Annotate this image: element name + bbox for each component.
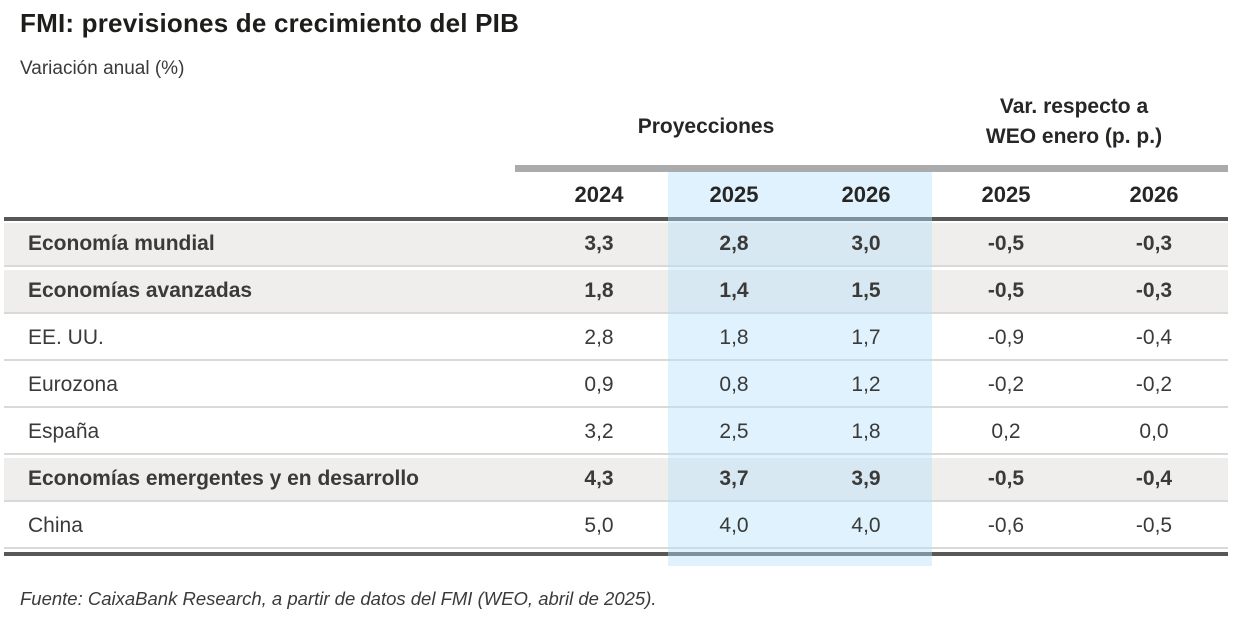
table-cell-col0: 4,3 [584,467,614,490]
table-cell-col1: 1,8 [719,326,749,349]
table-row: Eurozona 0,9 0,8 1,2 -0,2 -0,2 [4,364,1228,408]
table-row: China 5,0 4,0 4,0 -0,6 -0,5 [4,505,1228,549]
table-cell-col1: 1,4 [719,279,749,302]
table-cell-col0: 0,9 [584,373,614,396]
table-cell-col0: 1,8 [584,279,614,302]
year-header-1: 2025 [709,181,759,207]
table-row: España 3,2 2,5 1,8 0,2 0,0 [4,411,1228,455]
table-body: Economía mundial 3,3 2,8 3,0 -0,5 -0,3 Economí… [4,223,1228,549]
table-cell-col3: -0,6 [987,514,1025,537]
table-cell-col2: 1,8 [851,420,881,443]
page-subtitle: Variación anual (%) [20,58,185,79]
year-header-3: 2025 [981,181,1031,207]
table-cell-col1: 4,0 [719,514,749,537]
table-cell-col0: 3,2 [584,420,614,443]
row-label: España [28,420,100,443]
row-label: China [28,514,83,537]
table-cell-col3: -0,2 [987,373,1025,396]
table-row: EE. UU. 2,8 1,8 1,7 -0,9 -0,4 [4,317,1228,361]
column-group-var-weo: Var. respecto a WEO enero (p. p.) [986,92,1162,152]
table-cell-col1: 0,8 [719,373,749,396]
table-cell-col4: -0,2 [1135,373,1173,396]
source-note: Fuente: CaixaBank Research, a partir de … [20,588,657,609]
year-header-0: 2024 [574,181,624,207]
row-label: Eurozona [28,373,118,396]
table-row: Economías avanzadas 1,8 1,4 1,5 -0,5 -0,3 [4,270,1228,314]
table-cell-col3: -0,5 [987,467,1025,490]
header-gray-bar [515,165,1228,172]
table-cell-col2: 3,9 [851,467,881,490]
year-header-2: 2026 [841,181,891,207]
table-cell-col0: 3,3 [584,232,614,255]
table-row: Economías emergentes y en desarrollo 4,3 3… [4,458,1228,502]
page-title: FMI: previsiones de crecimiento del PIB [20,8,520,38]
table-cell-col2: 1,2 [851,373,881,396]
forecast-table: 2024 2025 2026 2025 2026 Economía mundial 3,3… [4,172,1228,556]
table-cell-col4: -0,3 [1135,232,1173,255]
table-cell-col3: 0,2 [991,420,1021,443]
row-label: Economías avanzadas [28,279,253,302]
table-cell-col2: 1,7 [851,326,881,349]
year-header-row: 2024 2025 2026 2025 2026 [4,172,1228,217]
table-cell-col3: -0,9 [987,326,1025,349]
table-cell-col4: -0,4 [1135,326,1173,349]
table-cell-col2: 3,0 [851,232,881,255]
table-top-rule [4,217,1228,221]
table-cell-col4: -0,3 [1135,279,1173,302]
table-cell-col4: -0,4 [1135,467,1173,490]
table-row: Economía mundial 3,3 2,8 3,0 -0,5 -0,3 [4,223,1228,267]
row-label: EE. UU. [28,326,104,349]
table-cell-col0: 2,8 [584,326,614,349]
row-label: Economías emergentes y en desarrollo [28,467,419,490]
table-bottom-rule [4,552,1228,556]
table-cell-col3: -0,5 [987,232,1025,255]
table-cell-col1: 2,5 [719,420,749,443]
row-label: Economía mundial [28,232,215,255]
column-group-var-line1: Var. respecto a [999,95,1149,118]
table-cell-col2: 1,5 [851,279,881,302]
year-header-4: 2026 [1129,181,1179,207]
table-cell-col4: 0,0 [1139,420,1169,443]
column-group-proyecciones: Proyecciones [637,115,775,138]
table-cell-col1: 2,8 [719,232,749,255]
table-cell-col2: 4,0 [851,514,881,537]
table-cell-col1: 3,7 [719,467,749,490]
column-group-var-line2: WEO enero (p. p.) [985,125,1163,148]
table-cell-col3: -0,5 [987,279,1025,302]
table-cell-col0: 5,0 [584,514,614,537]
table-cell-col4: -0,5 [1135,514,1173,537]
